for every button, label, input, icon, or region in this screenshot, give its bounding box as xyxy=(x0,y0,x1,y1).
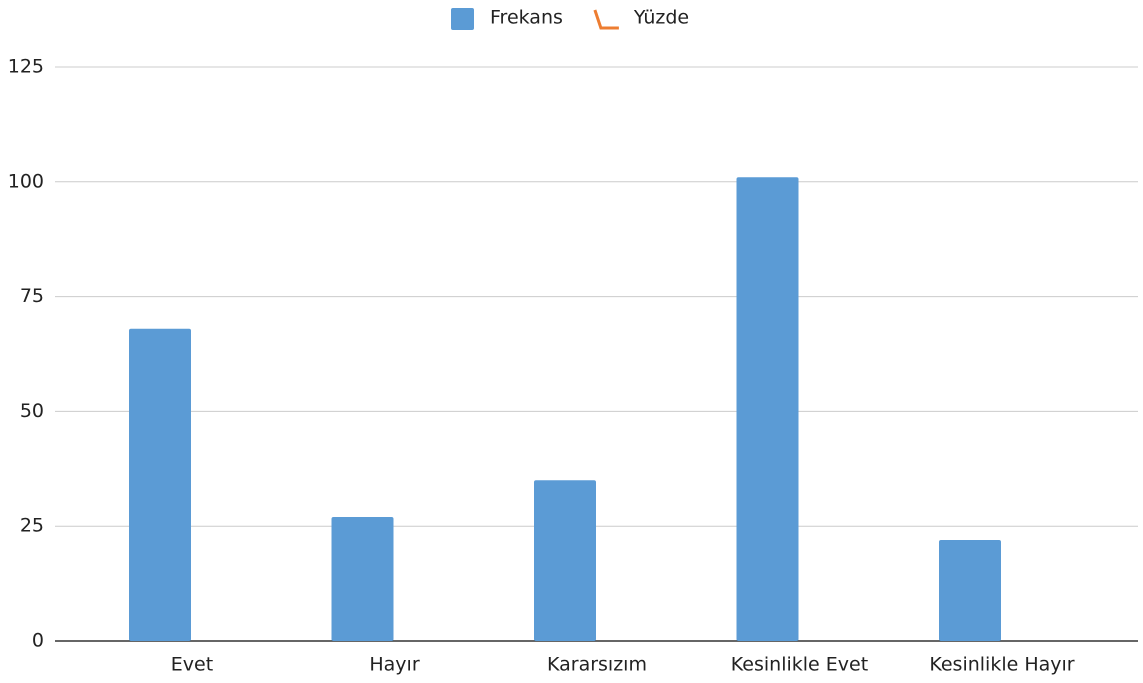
legend-swatch xyxy=(593,9,619,30)
x-tick-label: Kararsızım xyxy=(547,654,647,676)
y-tick-label: 50 xyxy=(20,400,44,422)
bar xyxy=(129,328,191,641)
x-tick-label: Kesinlikle Evet xyxy=(731,654,868,676)
bar xyxy=(736,177,799,641)
x-tick-label: Evet xyxy=(171,654,213,676)
bar xyxy=(534,480,596,641)
y-tick-label: 100 xyxy=(8,170,44,192)
legend-label: Frekans xyxy=(490,7,563,29)
y-tick-label: 25 xyxy=(20,515,44,537)
legend-swatch xyxy=(451,8,474,30)
y-tick-label: 0 xyxy=(32,630,44,652)
bar xyxy=(331,517,394,641)
legend-label: Yüzde xyxy=(633,7,689,29)
y-tick-label: 75 xyxy=(20,285,44,307)
bar xyxy=(939,539,1001,641)
x-tick-label: Hayır xyxy=(369,654,419,676)
y-tick-label: 125 xyxy=(8,56,44,78)
x-tick-label: Kesinlikle Hayır xyxy=(929,654,1074,676)
